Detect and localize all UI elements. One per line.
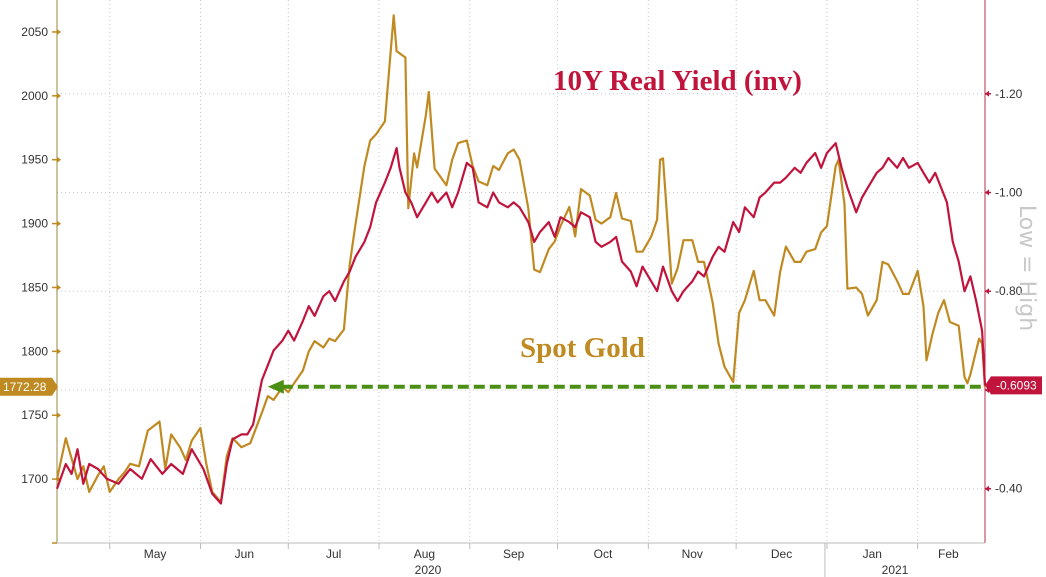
right-tick-label: -1.00: [995, 186, 1023, 200]
right-axis: -1.20 -1.00 -0.80 -0.40: [984, 0, 1023, 543]
left-tick-label: 1950: [21, 153, 48, 167]
badge-gold-text: 1772.28: [3, 380, 47, 394]
right-tick-marker: [985, 90, 989, 97]
left-tick-marker: [57, 348, 61, 355]
right-tick-marker: [985, 288, 989, 295]
grid: [57, 0, 985, 543]
left-tick-label: 1700: [21, 472, 48, 486]
year-label: 2020: [415, 563, 442, 577]
x-tick-label: Dec: [771, 547, 792, 561]
reference-layer: [267, 379, 985, 394]
right-axis-title: Low = High: [1014, 205, 1039, 331]
x-tick-label: Oct: [594, 547, 613, 561]
x-axis: May Jun Jul Aug Sep Oct Nov Dec Jan Feb 2020 2021: [57, 542, 985, 577]
right-tick-label: -0.40: [995, 482, 1023, 496]
annotation-real-yield: 10Y Real Yield (inv): [553, 65, 802, 97]
left-tick-marker: [57, 412, 61, 419]
right-tick-label: -1.20: [995, 87, 1023, 101]
right-tick-marker: [985, 485, 989, 492]
x-tick-label: Jul: [326, 547, 341, 561]
last-value-badge-yield: -0.6093: [985, 376, 1042, 395]
last-value-badge-gold: 1772.28: [0, 377, 58, 396]
left-tick-marker: [57, 92, 61, 99]
x-tick-label: Sep: [503, 547, 525, 561]
annotation-spot-gold: Spot Gold: [520, 332, 645, 364]
left-tick-label: 2000: [21, 89, 48, 103]
x-tick-label: Jun: [235, 547, 254, 561]
x-tick-label: Aug: [414, 547, 435, 561]
badge-yield-text: -0.6093: [996, 378, 1037, 392]
badge-yield-shape: [985, 376, 1042, 395]
series-layer: [55, 14, 987, 505]
year-label: 2021: [882, 563, 909, 577]
x-tick-label: Nov: [682, 547, 703, 561]
badge-gold-shape: [0, 377, 58, 396]
left-tick-marker: [57, 28, 61, 35]
left-tick-label: 1900: [21, 217, 48, 231]
x-tick-label: Jan: [863, 547, 882, 561]
left-tick-label: 1800: [21, 344, 48, 358]
right-tick-marker: [985, 189, 989, 196]
series-line-real-yield: [55, 142, 987, 505]
reference-arrow-head: [267, 379, 284, 394]
x-tick-label: May: [144, 547, 167, 561]
left-tick-marker: [57, 220, 61, 227]
left-tick-marker: [57, 284, 61, 291]
left-tick-label: 1750: [21, 408, 48, 422]
left-axis: 1700 1750 1800 1850 1900 1950 2000 2050: [21, 0, 61, 544]
series-line-spot-gold: [55, 14, 987, 504]
left-tick-label: 2050: [21, 25, 48, 39]
right-tick-label: -0.80: [995, 284, 1023, 298]
x-tick-label: Feb: [938, 547, 959, 561]
left-tick-label: 1850: [21, 280, 48, 294]
left-tick-marker: [57, 156, 61, 163]
